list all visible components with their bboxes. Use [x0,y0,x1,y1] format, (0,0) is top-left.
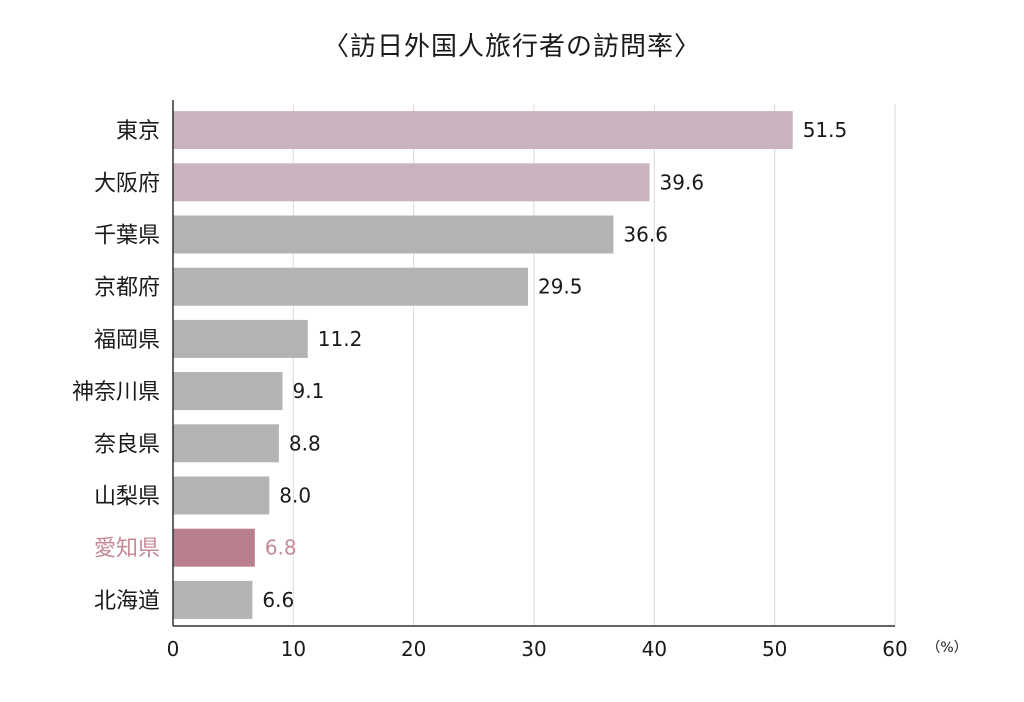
x-tick-label: 40 [642,637,667,661]
value-label: 8.0 [279,484,311,508]
value-label: 6.8 [265,536,297,560]
x-tick-label: 60 [882,637,907,661]
x-tick-label: 20 [401,637,426,661]
axis-layer [172,100,895,627]
bar [173,163,650,202]
bar [173,111,793,150]
bar [173,215,614,254]
category-label: 京都府 [94,276,160,301]
x-tick-label: 50 [762,637,787,661]
label-layer: 0 10 20 30 40 50 60 （%） 東京 51.5 大阪府 39.6 千葉県 36.6 京都府 2… [72,118,968,661]
bar-layer [173,111,793,619]
category-label: 北海道 [94,589,160,614]
category-label: 山梨県 [94,485,160,510]
value-label: 29.5 [538,275,583,299]
value-label: 8.8 [289,431,321,455]
category-label: 神奈川県 [72,380,160,405]
x-tick-label: 10 [281,637,306,661]
value-label: 36.6 [623,223,668,247]
value-label: 9.1 [293,379,325,403]
category-label: 福岡県 [94,328,160,353]
bar [173,267,528,306]
bar [173,372,283,411]
x-tick-label: 30 [521,637,546,661]
x-unit-label: （%） [926,640,967,656]
category-label: 愛知県 [94,537,160,562]
value-label: 11.2 [318,327,363,351]
bar [173,580,253,619]
value-label: 39.6 [660,170,705,194]
x-tick-label: 0 [167,637,180,661]
bar [173,476,270,515]
value-label: 6.6 [262,588,294,612]
category-label: 千葉県 [94,224,160,249]
bar [173,528,255,567]
category-label: 東京 [116,119,160,144]
category-label: 大阪府 [94,171,160,196]
category-label: 奈良県 [94,432,160,457]
chart-title: 〈訪日外国人旅行者の訪問率〉 [322,32,701,62]
value-label: 51.5 [803,118,848,142]
bar [173,319,308,358]
bar [173,424,279,463]
